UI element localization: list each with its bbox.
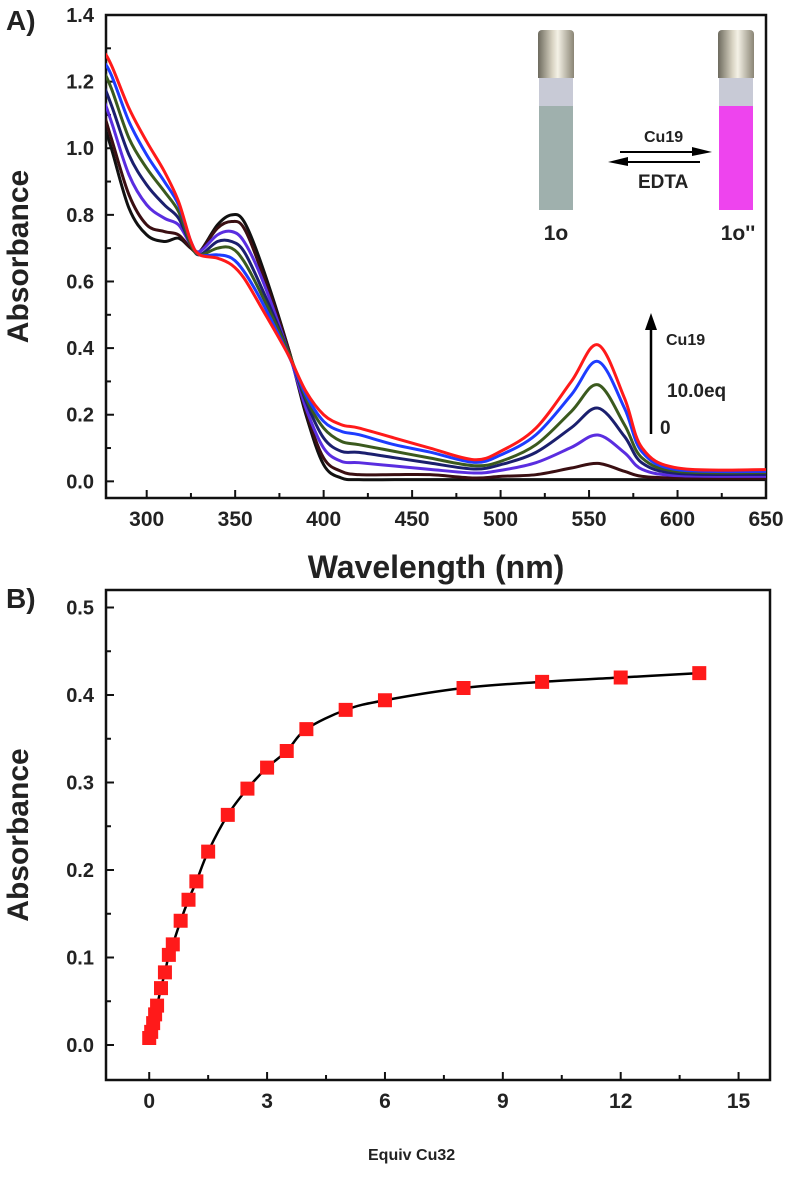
data-point bbox=[279, 744, 294, 758]
x-tick-label: 300 bbox=[129, 508, 164, 531]
x-tick-label: 450 bbox=[395, 508, 430, 531]
data-point bbox=[377, 693, 392, 708]
start: Cu19 bbox=[644, 129, 683, 146]
data-point bbox=[692, 666, 707, 681]
inset-1o-double-prime-label: 1o'' bbox=[721, 222, 756, 245]
y-axis-title: Absorbance bbox=[2, 748, 35, 921]
data-point bbox=[240, 781, 255, 796]
y-axis-title: Absorbance bbox=[2, 170, 35, 343]
y-tick-label: 0.3 bbox=[66, 773, 94, 795]
forward-arrow-head-icon bbox=[692, 147, 712, 156]
x-tick-label: 650 bbox=[748, 508, 783, 531]
spectrum-line-5 bbox=[106, 62, 766, 474]
data-point bbox=[535, 674, 550, 689]
x-tick-label: 0 bbox=[143, 1090, 155, 1113]
data-point bbox=[181, 892, 196, 907]
panel-label-b: B) bbox=[6, 583, 36, 614]
y-tick-label: 0.1 bbox=[66, 948, 94, 970]
data-point bbox=[220, 807, 235, 822]
start-sup: 19 bbox=[687, 332, 705, 349]
y-tick-label: 0.5 bbox=[66, 598, 94, 620]
fit-curve bbox=[148, 671, 700, 1039]
x-tick-label: 6 bbox=[379, 1090, 391, 1113]
data-point bbox=[157, 965, 172, 980]
spectrum-line-4 bbox=[106, 73, 766, 475]
x-tick-label: 12 bbox=[609, 1090, 632, 1113]
data-point bbox=[260, 760, 275, 775]
cuvette-1o-double-prime-image bbox=[718, 30, 754, 210]
plot-frame bbox=[104, 13, 768, 500]
inset-edta-label: EDTA bbox=[638, 172, 689, 193]
x-tick-label: 500 bbox=[483, 508, 518, 531]
y-tick-label: 0.6 bbox=[66, 271, 94, 293]
y-tick-label: 0.4 bbox=[66, 338, 95, 360]
x-tick-label: 3 bbox=[261, 1090, 273, 1113]
start-sup: 32 bbox=[437, 1147, 455, 1164]
y-tick-label: 1.2 bbox=[66, 72, 94, 94]
data-point bbox=[165, 937, 180, 952]
y-tick-label: 0.0 bbox=[66, 1035, 94, 1057]
y-tick-label: 0.2 bbox=[66, 860, 94, 882]
max-equiv-label: 10.0eq bbox=[667, 381, 726, 402]
start-base: Cu bbox=[644, 129, 665, 146]
y-tick-label: 0.8 bbox=[66, 205, 94, 227]
cuvette-1o-image bbox=[538, 30, 574, 210]
y-tick-label: 1.4 bbox=[66, 5, 95, 27]
x-tick-label: 550 bbox=[572, 508, 607, 531]
x-tick-label: 600 bbox=[660, 508, 695, 531]
start: Cu19 bbox=[666, 332, 705, 349]
spectrum-line-6 bbox=[106, 52, 766, 472]
plot-frame bbox=[104, 588, 772, 1082]
data-point bbox=[299, 722, 314, 737]
y-tick-label: 0.4 bbox=[66, 685, 95, 707]
y-tick-label: 1.0 bbox=[66, 138, 94, 160]
data-point bbox=[173, 913, 188, 928]
cuvette-1o-liquid bbox=[539, 106, 573, 210]
start-sup: 19 bbox=[665, 129, 683, 146]
x-tick-label: 350 bbox=[218, 508, 253, 531]
increase-arrow-head-icon bbox=[645, 313, 657, 330]
y-tick-label: 0.2 bbox=[66, 405, 94, 427]
y-tick-label: 0.0 bbox=[66, 471, 94, 493]
data-point bbox=[189, 874, 204, 889]
panel-label-a: A) bbox=[6, 5, 36, 36]
data-point bbox=[456, 681, 471, 695]
data-point bbox=[201, 844, 216, 859]
data-point bbox=[154, 981, 169, 996]
data-point bbox=[613, 670, 628, 685]
x-axis-title: Wavelength (nm) bbox=[308, 549, 565, 585]
x-tick-label: 15 bbox=[727, 1090, 751, 1113]
x-tick-label: 9 bbox=[497, 1090, 509, 1113]
data-point bbox=[150, 998, 165, 1013]
spectrum-line-2 bbox=[106, 101, 766, 478]
inset-1o-label: 1o bbox=[544, 222, 569, 245]
start-base: Cu bbox=[666, 332, 687, 349]
x-tick-label: 400 bbox=[306, 508, 341, 531]
reverse-arrow-head-icon bbox=[608, 157, 628, 166]
min-equiv-label: 0 bbox=[660, 418, 671, 439]
data-point bbox=[338, 702, 353, 717]
cuvette-1o-double-prime-liquid bbox=[719, 106, 753, 210]
start-base: Equiv Cu bbox=[368, 1147, 437, 1164]
start: Equiv Cu32 bbox=[368, 1147, 455, 1164]
